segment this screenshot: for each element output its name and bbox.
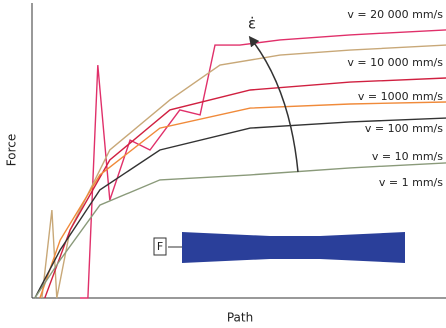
- specimen: [182, 232, 405, 263]
- series-line: [35, 118, 446, 298]
- y-axis-label: Force: [5, 134, 19, 166]
- series-label: v = 1 mm/s: [379, 176, 443, 189]
- chart: Force Path ε̇ F v = 20 000 mm/s v = 10 00…: [0, 0, 446, 328]
- series-label: v = 100 mm/s: [365, 122, 443, 135]
- series-label: v = 20 000 mm/s: [347, 8, 443, 21]
- force-symbol: F: [157, 240, 163, 253]
- series-label: v = 1000 mm/s: [358, 90, 443, 103]
- x-axis-label: Path: [227, 311, 253, 325]
- series-label: v = 10 000 mm/s: [347, 56, 443, 69]
- strain-rate-label: ε̇: [248, 15, 256, 33]
- series-label: v = 10 mm/s: [372, 150, 443, 163]
